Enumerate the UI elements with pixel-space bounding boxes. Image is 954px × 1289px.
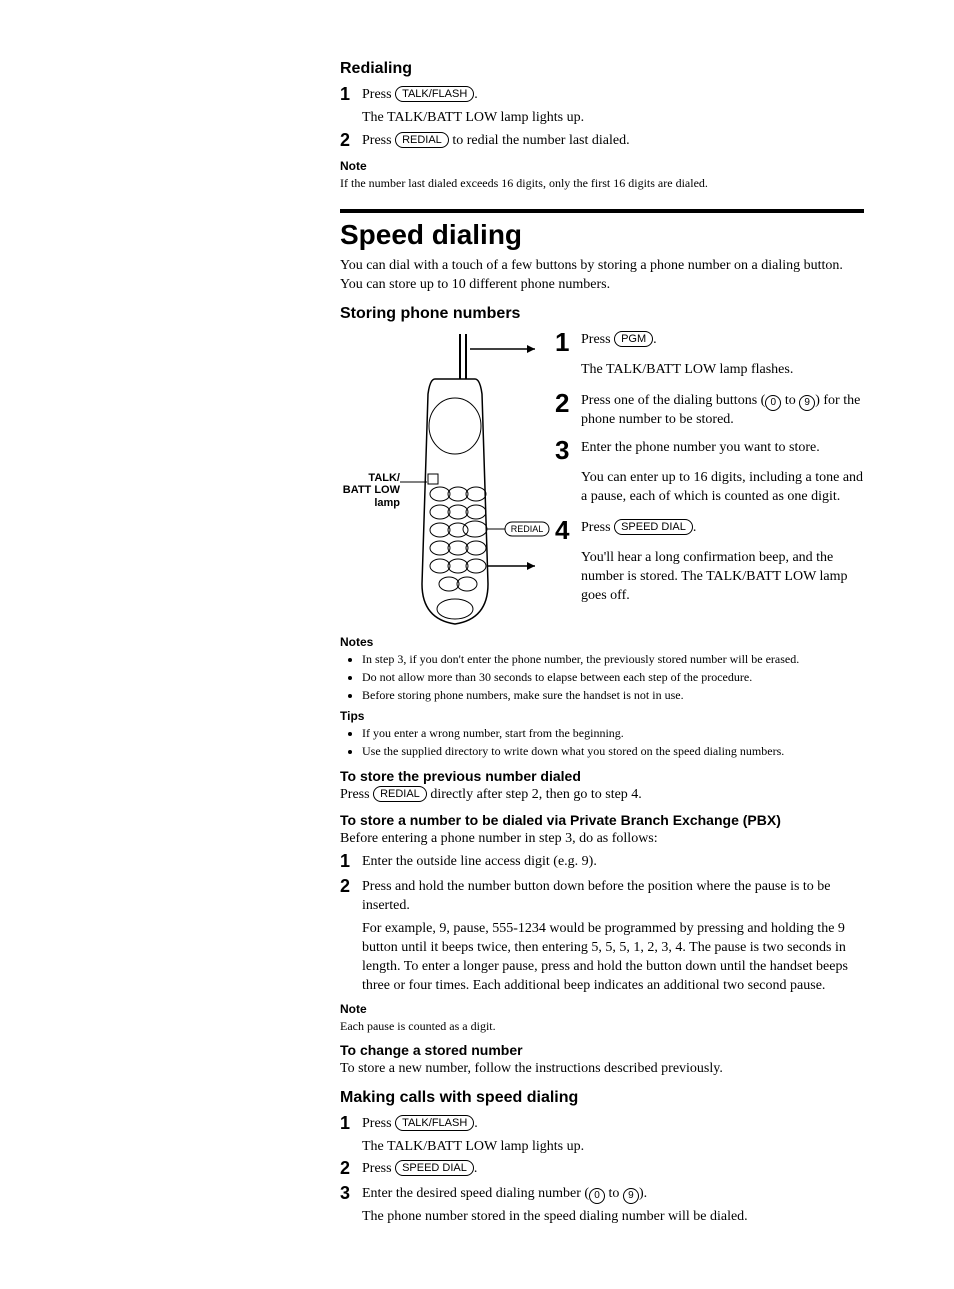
text: directly after step 2, then go to step 4… xyxy=(427,787,642,802)
text: Press xyxy=(581,520,614,535)
text: Press one of the dialing buttons ( xyxy=(581,393,765,408)
making-step-2: 2 Press SPEED DIAL. xyxy=(340,1158,864,1181)
talk-flash-button-label: TALK/FLASH xyxy=(395,86,474,102)
making-step-1-sub: The TALK/BATT LOW lamp lights up. xyxy=(362,1138,864,1157)
pgm-button-label: PGM xyxy=(614,331,653,347)
redialing-step-1: 1 Press TALK/FLASH. xyxy=(340,84,864,107)
pbx-note-text: Each pause is counted as a digit. xyxy=(340,1018,864,1034)
speed-intro: You can dial with a touch of a few butto… xyxy=(340,257,864,295)
store-previous-text: Press REDIAL directly after step 2, then… xyxy=(340,786,864,805)
text: to xyxy=(781,393,799,408)
text: Press and hold the number button down be… xyxy=(362,878,864,916)
text: Press xyxy=(362,87,395,102)
text: . xyxy=(653,332,657,347)
making-step-1: 1 Press TALK/FLASH. xyxy=(340,1113,864,1136)
talk-flash-button-label: TALK/FLASH xyxy=(395,1115,474,1131)
note-text: If the number last dialed exceeds 16 dig… xyxy=(340,175,864,191)
text: Press xyxy=(581,332,614,347)
redial-button-label: REDIAL xyxy=(395,132,449,148)
store-step1-sub: The TALK/BATT LOW lamp flashes. xyxy=(581,361,864,380)
change-heading: To change a stored number xyxy=(340,1042,864,1058)
text: Enter the outside line access digit (e.g… xyxy=(362,853,864,872)
text: to xyxy=(605,1186,623,1201)
making-step-3: 3 Enter the desired speed dialing number… xyxy=(340,1183,864,1206)
pbx-step-2-sub: For example, 9, pause, 555-1234 would be… xyxy=(362,920,864,996)
making-calls-heading: Making calls with speed dialing xyxy=(340,1089,864,1107)
digit-9-icon: 9 xyxy=(623,1188,639,1204)
text: Press xyxy=(340,787,373,802)
tips-heading: Tips xyxy=(340,709,864,723)
talk-batt-low-label: TALK/ BATT LOW lamp xyxy=(340,472,400,510)
store-step3: Enter the phone number you want to store… xyxy=(581,439,864,458)
pbx-step-2: 2Press and hold the number button down b… xyxy=(340,876,864,918)
store-step4-sub: You'll hear a long confirmation beep, an… xyxy=(581,549,864,606)
redial-button-label: REDIAL xyxy=(373,786,427,802)
redialing-step-1-sub: The TALK/BATT LOW lamp lights up. xyxy=(362,109,864,128)
note-item: In step 3, if you don't enter the phone … xyxy=(362,651,864,667)
speed-dial-button-label: SPEED DIAL xyxy=(614,519,693,535)
text: . xyxy=(474,1116,478,1131)
store-step3-sub: You can enter up to 16 digits, including… xyxy=(581,469,864,507)
storing-figure: TALK/ BATT LOW lamp xyxy=(340,329,864,629)
speed-dial-button-label: SPEED DIAL xyxy=(395,1160,474,1176)
manual-page: Redialing 1 Press TALK/FLASH. The TALK/B… xyxy=(0,0,954,1289)
redial-fig-label: REDIAL xyxy=(511,524,544,534)
text: to redial the number last dialed. xyxy=(449,133,630,148)
notes-heading: Notes xyxy=(340,635,864,649)
notes-list: In step 3, if you don't enter the phone … xyxy=(340,651,864,704)
pbx-note-heading: Note xyxy=(340,1002,864,1016)
storing-heading: Storing phone numbers xyxy=(340,305,864,323)
text: Press xyxy=(362,1161,395,1176)
note-heading: Note xyxy=(340,159,864,173)
text: . xyxy=(474,87,478,102)
tip-item: Use the supplied directory to write down… xyxy=(362,743,864,759)
text: Press xyxy=(362,133,395,148)
tip-item: If you enter a wrong number, start from … xyxy=(362,725,864,741)
text: . xyxy=(693,520,697,535)
digit-9-icon: 9 xyxy=(799,395,815,411)
tips-list: If you enter a wrong number, start from … xyxy=(340,725,864,759)
redialing-heading: Redialing xyxy=(340,60,864,78)
note-item: Do not allow more than 30 seconds to ela… xyxy=(362,669,864,685)
note-item: Before storing phone numbers, make sure … xyxy=(362,687,864,703)
store-previous-heading: To store the previous number dialed xyxy=(340,768,864,784)
pbx-heading: To store a number to be dialed via Priva… xyxy=(340,812,864,828)
text: Press xyxy=(362,1116,395,1131)
making-step-3-sub: The phone number stored in the speed dia… xyxy=(362,1208,864,1227)
change-text: To store a new number, follow the instru… xyxy=(340,1060,864,1079)
text: Enter the desired speed dialing number ( xyxy=(362,1186,589,1201)
digit-0-icon: 0 xyxy=(765,395,781,411)
section-divider xyxy=(340,209,864,213)
digit-0-icon: 0 xyxy=(589,1188,605,1204)
text: . xyxy=(474,1161,478,1176)
speed-dialing-heading: Speed dialing xyxy=(340,219,864,251)
pbx-intro: Before entering a phone number in step 3… xyxy=(340,830,864,849)
redialing-step-2: 2 Press REDIAL to redial the number last… xyxy=(340,130,864,153)
pbx-step-1: 1Enter the outside line access digit (e.… xyxy=(340,851,864,874)
text: ). xyxy=(639,1186,647,1201)
